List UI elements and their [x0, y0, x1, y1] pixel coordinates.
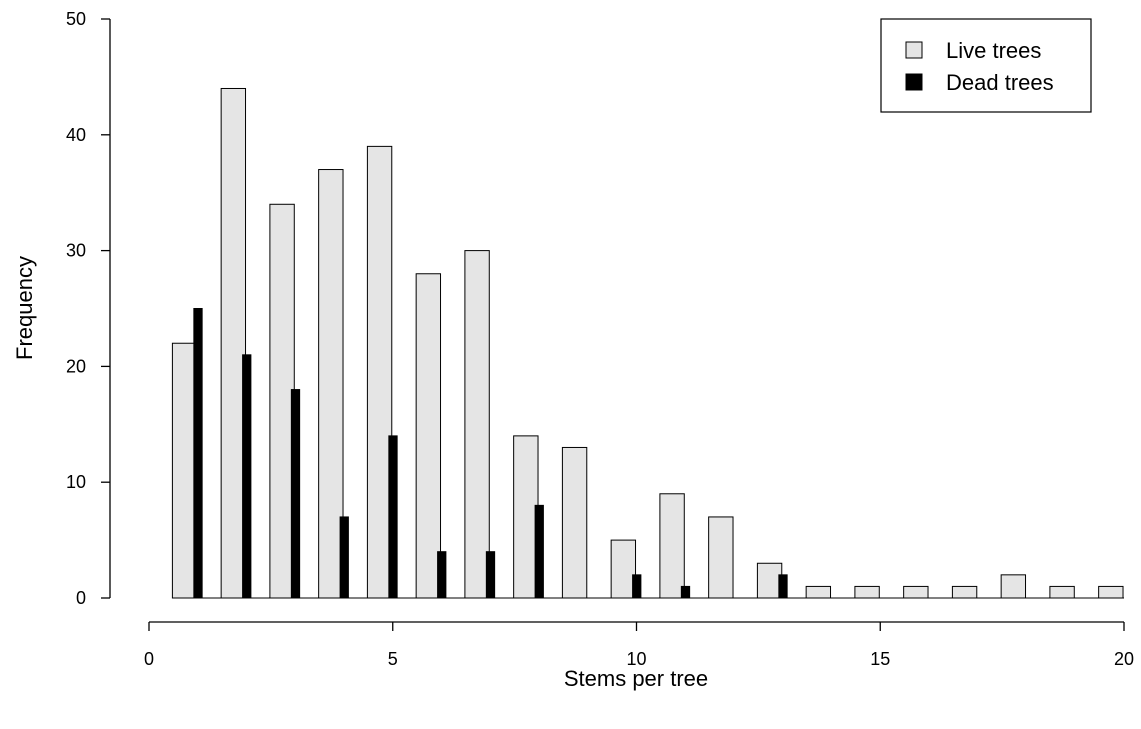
live-trees-bar — [1049, 585, 1075, 599]
y-tick-label: 50 — [66, 9, 86, 29]
dead-trees-bar — [534, 504, 544, 599]
x-axis-title: Stems per tree — [564, 666, 708, 691]
dead-trees-bar — [778, 574, 788, 599]
legend: Live trees Dead trees — [880, 18, 1092, 113]
live-trees-bar — [854, 585, 880, 599]
live-trees-bar — [464, 250, 490, 599]
dead-trees-bar — [193, 308, 203, 599]
y-tick-label: 30 — [66, 241, 86, 261]
y-tick-label: 40 — [66, 125, 86, 145]
dead-trees-bar — [242, 354, 252, 599]
x-tick-label: 0 — [144, 649, 154, 669]
x-tick-label: 15 — [870, 649, 890, 669]
live-trees-bar — [610, 539, 637, 599]
y-axis: 0 10 20 30 40 50 — [66, 9, 111, 608]
live-trees-bar — [903, 585, 929, 599]
legend-swatch-dead — [905, 73, 923, 91]
dead-trees-bar — [388, 435, 398, 599]
x-tick-label: 5 — [388, 649, 398, 669]
live-trees-bar — [513, 435, 539, 599]
x-tick-label: 20 — [1114, 649, 1134, 669]
live-trees-bar — [1000, 574, 1027, 599]
legend-label-live: Live trees — [946, 38, 1041, 63]
dead-trees-bar — [485, 551, 496, 599]
y-tick-label: 20 — [66, 356, 86, 376]
live-trees-bar — [756, 562, 783, 599]
live-trees-bar — [805, 585, 832, 599]
y-axis-title: Frequency — [12, 256, 37, 360]
x-axis: 0 5 10 15 20 — [144, 621, 1134, 669]
live-trees-bar — [318, 169, 344, 599]
legend-box — [880, 18, 1092, 113]
live-trees-bar — [561, 446, 588, 599]
dead-trees-bar — [290, 389, 301, 599]
live-trees-bar — [415, 273, 442, 599]
legend-swatch-live — [905, 41, 923, 59]
y-tick-label: 10 — [66, 472, 86, 492]
live-trees-bar — [951, 585, 978, 599]
live-trees-bar — [1098, 585, 1124, 599]
live-trees-bar — [659, 493, 685, 599]
live-trees-bar — [269, 203, 295, 599]
bar-marks — [171, 87, 1124, 599]
x-tick-label: 10 — [626, 649, 646, 669]
dead-trees-bar — [437, 551, 447, 599]
dead-trees-bar — [680, 585, 691, 599]
live-trees-bar — [171, 342, 198, 599]
dead-trees-bar — [632, 574, 642, 599]
dead-trees-bar — [339, 516, 349, 599]
y-tick-label: 0 — [76, 588, 86, 608]
live-trees-bar — [366, 145, 393, 599]
legend-label-dead: Dead trees — [946, 70, 1054, 95]
live-trees-bar — [708, 516, 734, 599]
live-trees-bar — [220, 87, 247, 599]
